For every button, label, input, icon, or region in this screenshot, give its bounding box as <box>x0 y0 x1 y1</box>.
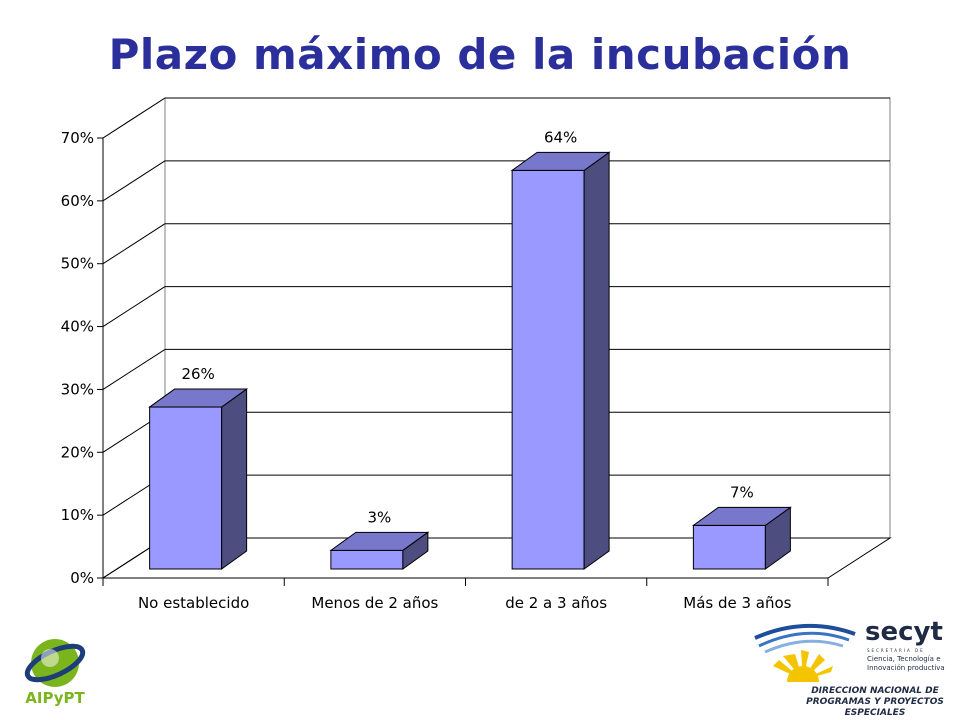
bar-value-label: 26% <box>181 365 214 383</box>
gridline-side <box>102 349 166 390</box>
direction-line2: PROGRAMAS Y PROYECTOS ESPECIALES <box>806 697 944 718</box>
y-tick-label: 20% <box>61 443 94 461</box>
gridline-side <box>102 286 166 327</box>
x-tick-label: Más de 3 años <box>683 594 791 612</box>
y-tick-label: 40% <box>61 318 94 336</box>
bar-value-label: 3% <box>367 508 391 526</box>
bar-front <box>149 406 223 570</box>
secyt-logo: secyt SECRETARIA DE Ciencia, Tecnología … <box>745 610 955 698</box>
secyt-line1: Ciencia, Tecnología e <box>867 655 941 663</box>
direction-line1: DIRECCION NACIONAL DE <box>811 686 939 696</box>
x-tick-label: de 2 a 3 años <box>505 594 607 612</box>
aipypt-logo-text: AIPyPT <box>25 689 85 707</box>
y-tick-label: 30% <box>61 380 94 398</box>
gridline-side <box>102 97 166 139</box>
bar-front <box>692 524 766 570</box>
bar-side <box>221 388 248 570</box>
aipypt-logo: AIPyPT <box>10 630 100 714</box>
gridline-side <box>102 160 166 202</box>
secyt-small-caps: SECRETARIA DE <box>867 648 925 653</box>
x-tick-label: Menos de 2 años <box>311 594 438 612</box>
y-tick-label: 0% <box>70 569 94 587</box>
bar-front <box>511 169 585 570</box>
bar-value-label: 64% <box>544 128 577 146</box>
y-tick-label: 60% <box>61 192 94 210</box>
bar-top <box>691 506 792 526</box>
bar-front <box>330 549 404 570</box>
secyt-brand: secyt <box>865 617 943 647</box>
secyt-line2: Innovación productiva <box>867 664 945 672</box>
bar-top <box>510 151 611 171</box>
x-tick-label: No establecido <box>138 594 249 612</box>
slide-title: Plazo máximo de la incubación <box>108 30 852 79</box>
direction-caption: DIRECCION NACIONAL DE PROGRAMAS Y PROYEC… <box>790 686 960 719</box>
y-tick-label: 10% <box>61 506 94 524</box>
y-tick-label: 50% <box>61 255 94 273</box>
bar-top <box>329 531 430 551</box>
gridline-side <box>102 223 166 265</box>
bar-value-label: 7% <box>730 483 754 501</box>
bar-side <box>583 151 610 570</box>
y-tick-label: 70% <box>61 129 94 147</box>
bar-top <box>148 388 249 408</box>
